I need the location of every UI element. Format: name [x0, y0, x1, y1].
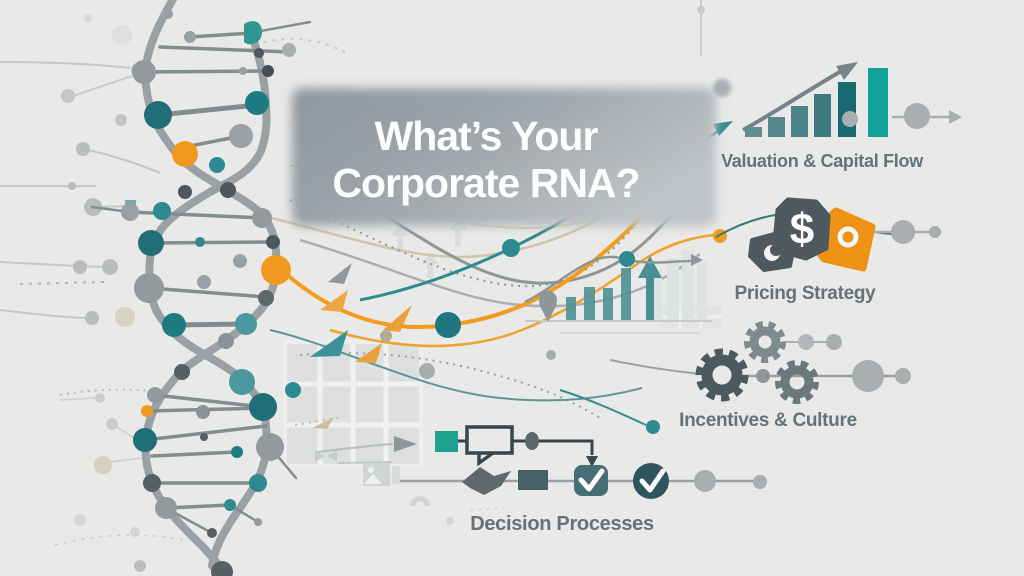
teal-node — [646, 420, 660, 434]
teal-arrowhead-icon — [713, 121, 733, 136]
gray-arrowhead-icon — [394, 436, 417, 452]
tan-node — [380, 330, 392, 342]
title-line-1: What’s Your — [375, 113, 599, 159]
incentives-group: Incentives & Culture — [679, 321, 911, 431]
growth-bar-chart-icon — [745, 68, 888, 137]
teal-node — [285, 382, 301, 398]
connector-node-small — [756, 369, 770, 383]
trend-arrow-curve — [742, 68, 845, 132]
teal-leaf-node — [244, 21, 262, 45]
arrowhead-icon — [691, 254, 703, 266]
faint-dot — [446, 517, 454, 525]
gear-icon-large — [695, 348, 749, 402]
connector-node — [891, 220, 915, 244]
left-network-dots — [0, 61, 186, 546]
title-panel-background — [292, 88, 716, 226]
map-pin-icon — [539, 291, 557, 322]
umbrella-icon — [410, 496, 430, 506]
faint-line — [337, 461, 393, 464]
gray-node — [419, 363, 435, 379]
connector-node — [852, 360, 884, 392]
panel-corner-dot — [713, 79, 731, 97]
faint-dot — [697, 6, 705, 14]
speech-bubble-icon — [465, 425, 514, 467]
decision-label: Decision Processes — [470, 513, 654, 535]
trend-arrowhead-icon — [836, 62, 858, 80]
decision-group: Decision Processes — [317, 425, 767, 535]
ribbon-arrow-icon — [462, 467, 511, 495]
gray-node — [842, 111, 858, 127]
connector-node-small — [895, 368, 911, 384]
process-square-icon — [435, 431, 458, 452]
faint-dot — [84, 14, 92, 22]
connector-node — [904, 103, 930, 129]
connector-node-dark — [525, 432, 539, 450]
dna-helix — [90, 0, 312, 576]
connector-node — [694, 470, 716, 492]
up-arrow-icon — [638, 256, 662, 278]
play-arrow-icon — [327, 450, 337, 462]
picture-icon — [363, 463, 400, 486]
faint-dot — [112, 25, 132, 45]
checkbox-icon — [574, 465, 608, 496]
faint-line — [317, 443, 394, 453]
title-line-2: Corporate RNA? — [332, 160, 639, 206]
title-panel: What’s Your Corporate RNA? — [292, 79, 731, 226]
dashed-arc — [254, 37, 346, 53]
connector-arrowhead-icon — [949, 110, 962, 124]
chevron-arrows — [310, 263, 412, 429]
faint-icons — [315, 450, 511, 525]
valuation-group: Valuation & Capital Flow — [721, 62, 962, 171]
gear-icon-medium — [744, 321, 786, 363]
dna-nodes — [121, 9, 296, 576]
play-arrow-icon — [315, 450, 325, 462]
mid-bar-chart-motif — [524, 250, 712, 334]
gear-icon-small — [775, 360, 819, 404]
pricing-group: $ Pricing Strategy — [715, 197, 941, 304]
check-circle-icon — [633, 463, 669, 499]
teal-node — [619, 251, 635, 267]
teal-node — [435, 312, 461, 338]
valuation-label: Valuation & Capital Flow — [721, 151, 924, 171]
teal-node — [502, 239, 520, 257]
elbow-connector — [539, 439, 594, 455]
dollar-price-tag-icon: $ — [773, 197, 831, 261]
process-rect-icon — [518, 470, 548, 490]
connector-node-small — [929, 226, 941, 238]
connector-node-small — [753, 475, 767, 489]
dashed-line — [469, 507, 511, 511]
down-arrowhead-icon — [586, 456, 598, 467]
incentives-label: Incentives & Culture — [679, 410, 857, 431]
window-grid-motif — [283, 340, 423, 468]
connector-node — [826, 334, 842, 350]
gray-node — [546, 350, 556, 360]
connector-node — [798, 334, 814, 350]
pricing-label: Pricing Strategy — [735, 283, 877, 304]
dollar-sign: $ — [790, 205, 814, 254]
